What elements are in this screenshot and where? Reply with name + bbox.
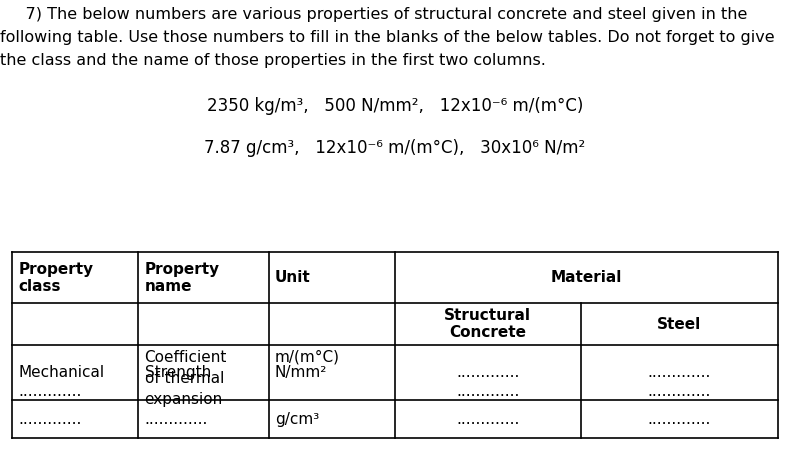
Text: g/cm³: g/cm³ — [275, 412, 319, 426]
Text: 7) The below numbers are various properties of structural concrete and steel giv: 7) The below numbers are various propert… — [0, 7, 747, 22]
Text: .............: ............. — [145, 412, 208, 426]
Text: 2350 kg/m³,   500 N/mm²,   12x10⁻⁶ m/(m°C): 2350 kg/m³, 500 N/mm², 12x10⁻⁶ m/(m°C) — [207, 97, 583, 115]
Text: Steel: Steel — [657, 317, 702, 332]
Text: .............: ............. — [456, 365, 520, 380]
Text: Coefficient
of thermal
expansion: Coefficient of thermal expansion — [145, 350, 227, 407]
Text: N/mm²: N/mm² — [275, 365, 327, 380]
Text: Material: Material — [551, 270, 623, 285]
Text: Structural
Concrete: Structural Concrete — [444, 308, 532, 340]
Text: .............: ............. — [18, 384, 81, 399]
Text: Unit: Unit — [275, 270, 310, 285]
Text: Mechanical: Mechanical — [18, 365, 104, 380]
Text: Property
name: Property name — [145, 262, 220, 294]
Text: Property
class: Property class — [18, 262, 93, 294]
Text: .............: ............. — [648, 365, 711, 380]
Text: 7.87 g/cm³,   12x10⁻⁶ m/(m°C),   30x10⁶ N/m²: 7.87 g/cm³, 12x10⁻⁶ m/(m°C), 30x10⁶ N/m² — [205, 139, 585, 157]
Text: the class and the name of those properties in the first two columns.: the class and the name of those properti… — [0, 53, 546, 68]
Text: Strength: Strength — [145, 365, 211, 380]
Text: .............: ............. — [18, 412, 81, 426]
Text: following table. Use those numbers to fill in the blanks of the below tables. Do: following table. Use those numbers to fi… — [0, 30, 775, 45]
Text: .............: ............. — [648, 384, 711, 399]
Text: .............: ............. — [648, 412, 711, 426]
Text: m/(m°C): m/(m°C) — [275, 350, 340, 364]
Text: .............: ............. — [456, 412, 520, 426]
Text: .............: ............. — [456, 384, 520, 399]
